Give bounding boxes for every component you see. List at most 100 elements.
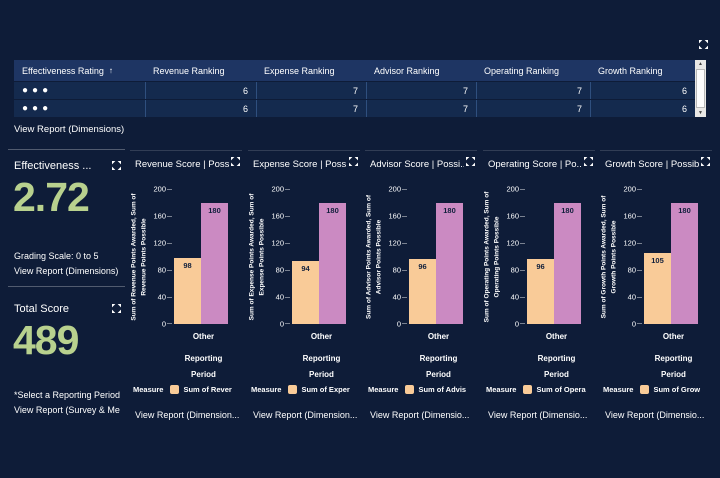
chart-title: Expense Score | Poss... <box>253 159 347 170</box>
legend-item[interactable]: Sum of Grow <box>653 385 701 394</box>
table-view-report-link[interactable]: View Report (Dimensions) <box>14 124 125 135</box>
effectiveness-kpi-card: Effectiveness ... 2.72 Grading Scale: 0 … <box>8 149 125 287</box>
sort-ascending-icon: ↑ <box>108 66 113 75</box>
bar-value-label: 94 <box>301 263 310 273</box>
chart-title: Growth Score | Possibl <box>605 159 699 170</box>
bar-value-label: 105 <box>651 256 664 266</box>
bar-value-label: 180 <box>678 205 691 215</box>
legend-item[interactable]: Sum of Rever <box>183 385 232 394</box>
plot-area: 94 180 <box>291 189 352 324</box>
y-axis-ticks: 200 160 120 80 40 0 <box>506 184 519 329</box>
possible-bar[interactable]: 180 <box>671 202 698 324</box>
expense-score-chart: Expense Score | Poss... Sum of Expense P… <box>248 150 360 442</box>
column-header-revenue-ranking[interactable]: Revenue Ranking <box>153 65 225 76</box>
x-axis-title: Period <box>426 370 451 379</box>
chart-legend: Measure Sum of Advis <box>368 385 477 394</box>
awarded-bar[interactable]: 105 <box>644 253 671 324</box>
table-row[interactable]: ●●● 6 7 7 7 6 <box>14 81 695 99</box>
x-category-label: Other <box>427 332 450 341</box>
table-expand-icon[interactable] <box>699 40 708 49</box>
operating-score-chart: Operating Score | Po... Sum of Operating… <box>483 150 595 442</box>
column-header-growth-ranking[interactable]: Growth Ranking <box>598 65 663 76</box>
bar-value-label: 180 <box>326 205 339 215</box>
awarded-bar[interactable]: 98 <box>174 257 201 324</box>
chart-view-report-link[interactable]: View Report (Dimensio... <box>488 410 588 420</box>
cell-advisor: 7 <box>366 82 476 99</box>
legend-item[interactable]: Sum of Opera <box>536 385 586 394</box>
column-header-advisor-ranking[interactable]: Advisor Ranking <box>374 65 440 76</box>
awarded-bar[interactable]: 96 <box>527 259 554 324</box>
kpi-title: Total Score <box>14 303 70 315</box>
x-category-label: Other <box>310 332 333 341</box>
chart-expand-icon[interactable] <box>701 157 710 166</box>
possible-bar[interactable]: 180 <box>554 202 581 324</box>
bar-value-label: 180 <box>561 205 574 215</box>
x-axis-title: Reporting <box>419 354 458 363</box>
grading-scale-note: Grading Scale: 0 to 5 <box>14 251 99 261</box>
effectiveness-view-report-link[interactable]: View Report (Dimensions) <box>14 266 119 276</box>
chart-expand-icon[interactable] <box>466 157 475 166</box>
x-axis-title: Period <box>544 370 569 379</box>
possible-bar[interactable]: 180 <box>201 202 228 324</box>
cell-operating: 7 <box>476 82 590 99</box>
legend-swatch[interactable] <box>405 385 415 394</box>
chart-view-report-link[interactable]: View Report (Dimension... <box>135 410 240 420</box>
legend-title: Measure <box>368 385 399 394</box>
column-header-expense-ranking[interactable]: Expense Ranking <box>264 65 335 76</box>
legend-swatch[interactable] <box>288 385 298 394</box>
x-category-label: Other <box>545 332 568 341</box>
scroll-down-icon[interactable]: ▼ <box>698 110 703 116</box>
chart-title: Operating Score | Po... <box>488 159 582 170</box>
effectiveness-expand-icon[interactable] <box>112 161 121 170</box>
legend-title: Measure <box>486 385 517 394</box>
awarded-bar[interactable]: 94 <box>292 260 319 324</box>
legend-title: Measure <box>251 385 282 394</box>
legend-swatch[interactable] <box>523 385 533 394</box>
bar-value-label: 180 <box>208 205 221 215</box>
table-row[interactable]: ●●● 6 7 7 7 6 <box>14 99 695 117</box>
effectiveness-value: 2.72 <box>13 174 90 220</box>
chart-legend: Measure Sum of Exper <box>251 385 360 394</box>
plot-area: 105 180 <box>643 189 704 324</box>
chart-expand-icon[interactable] <box>349 157 358 166</box>
cell-revenue: 6 <box>145 82 256 99</box>
total-score-expand-icon[interactable] <box>112 304 121 313</box>
table-header-row: Effectiveness Rating ↑ Revenue Ranking E… <box>14 60 695 81</box>
scrollbar-thumb[interactable] <box>696 69 705 108</box>
rating-dots: ●●● <box>22 103 53 114</box>
chart-view-report-link[interactable]: View Report (Dimensio... <box>370 410 470 420</box>
legend-swatch[interactable] <box>170 385 180 394</box>
total-score-value: 489 <box>13 317 79 363</box>
legend-title: Measure <box>603 385 634 394</box>
total-score-kpi-card: Total Score 489 *Select a Reporting Peri… <box>8 287 125 440</box>
table-scrollbar[interactable]: ▲ ▼ <box>695 60 706 117</box>
cell-operating: 7 <box>476 100 590 117</box>
chart-legend: Measure Sum of Opera <box>486 385 595 394</box>
bar-value-label: 98 <box>183 260 192 270</box>
total-score-view-report-link[interactable]: View Report (Survey & Me <box>14 405 120 415</box>
column-header-effectiveness-rating[interactable]: Effectiveness Rating ↑ <box>14 60 145 81</box>
legend-title: Measure <box>133 385 164 394</box>
y-axis-ticks: 200 160 120 80 40 0 <box>623 184 636 329</box>
possible-bar[interactable]: 180 <box>319 202 346 324</box>
chart-expand-icon[interactable] <box>231 157 240 166</box>
plot-area: 96 180 <box>408 189 469 324</box>
chart-legend: Measure Sum of Rever <box>133 385 242 394</box>
scroll-up-icon[interactable]: ▲ <box>698 61 703 67</box>
chart-view-report-link[interactable]: View Report (Dimensio... <box>605 410 705 420</box>
chart-view-report-link[interactable]: View Report (Dimension... <box>253 410 358 420</box>
possible-bar[interactable]: 180 <box>436 202 463 324</box>
awarded-bar[interactable]: 96 <box>409 259 436 324</box>
legend-item[interactable]: Sum of Advis <box>418 385 467 394</box>
bar-value-label: 96 <box>536 262 545 272</box>
advisor-score-chart: Advisor Score | Possi... Sum of Advisor … <box>365 150 477 442</box>
legend-item[interactable]: Sum of Exper <box>301 385 350 394</box>
chart-expand-icon[interactable] <box>584 157 593 166</box>
cell-advisor: 7 <box>366 100 476 117</box>
cell-expense: 7 <box>256 100 366 117</box>
x-axis-title: Period <box>661 370 686 379</box>
legend-swatch[interactable] <box>640 385 650 394</box>
column-header-operating-ranking[interactable]: Operating Ranking <box>484 65 560 76</box>
rating-dots: ●●● <box>22 85 53 96</box>
y-axis-ticks: 200 160 120 80 40 0 <box>271 184 284 329</box>
